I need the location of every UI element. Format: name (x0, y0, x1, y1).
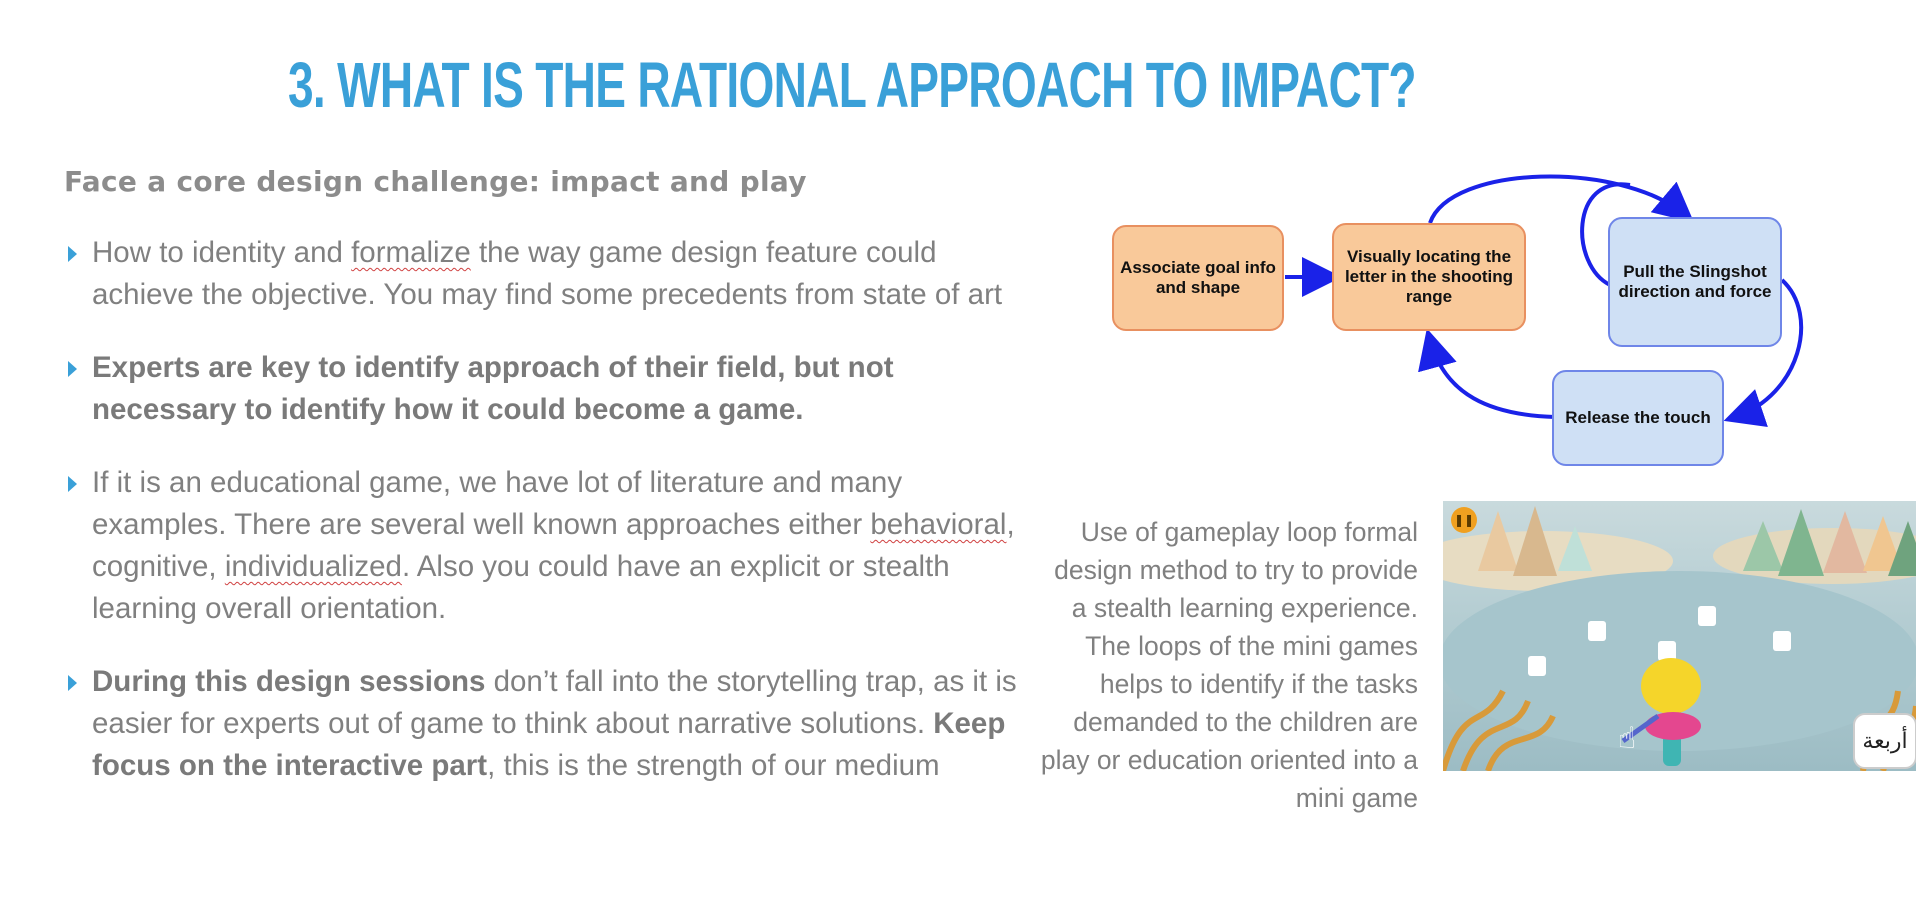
diagram-caption: Use of gameplay loop formal design metho… (1040, 517, 1418, 813)
spellcheck-word: individualized (224, 550, 402, 583)
spellcheck-word: behavioral (870, 508, 1007, 541)
hand-pointer-icon: ☝ (1618, 721, 1637, 756)
loop-arrows (1285, 174, 1804, 427)
bullet-arrow-icon (68, 246, 77, 262)
node-locate: Visually locating the letter in the shoo… (1332, 223, 1526, 331)
word-answer-button[interactable]: أربعة (1853, 713, 1916, 769)
bullet-item-1: How to identity and formalize the way ga… (64, 232, 1044, 316)
game-scene (1443, 506, 1916, 771)
spellcheck-word: formalize (351, 236, 471, 269)
gameplay-loop-diagram: Associate goal info and shape Visually l… (1100, 165, 1820, 475)
node-release: Release the touch (1552, 370, 1724, 466)
game-screenshot: ❚❚ ☝ أربعة (1443, 501, 1916, 771)
slide-title: 3. WHAT IS THE RATIONAL APPROACH TO IMPA… (288, 49, 1417, 121)
bullet-arrow-icon (68, 361, 77, 377)
node-pull: Pull the Slingshot direction and force (1608, 217, 1782, 347)
slide-subtitle: Face a core design challenge: impact and… (64, 165, 807, 198)
bullet-arrow-icon (68, 675, 77, 691)
bullet-list: How to identity and formalize the way ga… (64, 232, 1044, 818)
pause-icon[interactable]: ❚❚ (1451, 507, 1477, 533)
bullet-arrow-icon (68, 476, 77, 492)
bullet-item-3: If it is an educational game, we have lo… (64, 462, 1044, 630)
diagram-arrows (1285, 174, 1804, 427)
bullet-item-2: Experts are key to identify approach of … (64, 347, 1044, 431)
node-associate: Associate goal info and shape (1112, 225, 1284, 331)
bullet-item-4: During this design sessions don’t fall i… (64, 661, 1044, 787)
